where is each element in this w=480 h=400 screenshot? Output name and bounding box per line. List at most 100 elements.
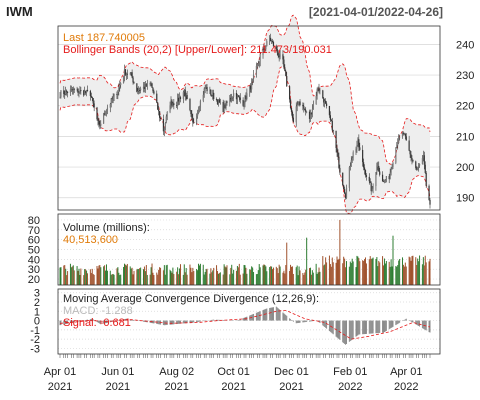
- candle-body: [258, 61, 260, 64]
- volume-bar: [270, 266, 272, 285]
- macd-histogram-bar: [362, 320, 364, 335]
- macd-histogram-bar: [395, 320, 397, 326]
- macd-histogram-bar: [184, 320, 186, 324]
- macd-histogram-bar: [344, 320, 346, 344]
- volume-bar: [222, 274, 224, 285]
- candle-body: [164, 123, 166, 128]
- macd-histogram-bar: [198, 320, 200, 322]
- price-tick-label: 200: [456, 162, 474, 174]
- volume-value: 40,513,600: [63, 234, 118, 246]
- macd-histogram-bar: [410, 320, 412, 322]
- candle-body: [348, 167, 350, 188]
- volume-bar: [238, 263, 240, 285]
- candle-body: [322, 90, 324, 99]
- macd-histogram-bar: [311, 320, 313, 322]
- volume-bar: [100, 267, 102, 285]
- volume-bar: [224, 266, 226, 285]
- volume-bar: [258, 264, 260, 285]
- macd-histogram-bar: [185, 320, 187, 324]
- volume-bar: [60, 267, 62, 285]
- macd-histogram-bar: [142, 320, 144, 322]
- macd-histogram-bar: [306, 320, 308, 322]
- candle-body: [291, 111, 294, 118]
- volume-bar: [78, 268, 80, 285]
- volume-bar: [422, 257, 424, 285]
- candle-body: [78, 92, 80, 94]
- volume-bar: [336, 256, 338, 285]
- price-tick-label: 220: [456, 101, 474, 113]
- signal-line: [59, 310, 431, 340]
- macd-histogram-bar: [90, 318, 92, 321]
- volume-bar: [272, 269, 274, 285]
- volume-bar: [346, 261, 348, 285]
- x-tick-label: 2021: [106, 381, 130, 393]
- macd-histogram-bar: [212, 319, 214, 321]
- macd-histogram-bar: [176, 320, 178, 325]
- macd-histogram-bar: [199, 320, 201, 322]
- volume-bar: [156, 272, 158, 285]
- price-tick-label: 190: [456, 193, 474, 205]
- macd-histogram-bar: [63, 320, 65, 325]
- macd-histogram-bar: [216, 319, 218, 321]
- candle-body: [349, 166, 351, 168]
- date-range: [2021-04-01/2022-04-26]: [309, 5, 443, 19]
- candle-body: [63, 90, 65, 95]
- volume-bar: [297, 275, 299, 285]
- volume-tick-label: 20: [28, 274, 40, 286]
- macd-histogram-bar: [388, 320, 390, 330]
- macd-histogram-bar: [342, 320, 344, 343]
- candle-body: [403, 133, 405, 135]
- candle-body: [64, 94, 66, 95]
- macd-histogram-bar: [412, 320, 414, 323]
- candle-body: [272, 41, 275, 47]
- candle-body: [266, 41, 268, 47]
- candle-body: [91, 97, 93, 99]
- candle-body: [117, 91, 119, 95]
- macd-histogram-bar: [112, 320, 114, 322]
- volume-bar: [87, 273, 89, 285]
- volume-bar: [164, 274, 166, 285]
- candle-body: [192, 117, 194, 123]
- volume-bar: [169, 269, 171, 285]
- macd-tick-label: -1: [30, 325, 40, 337]
- candle-body: [363, 167, 366, 171]
- volume-bar: [342, 263, 344, 285]
- candle-body: [389, 172, 391, 180]
- macd-histogram-bar: [296, 320, 298, 324]
- macd-histogram-bar: [383, 320, 385, 333]
- macd-histogram-bar: [277, 308, 279, 321]
- macd-histogram-bar: [391, 320, 393, 328]
- volume-bar: [172, 267, 174, 285]
- candle-body: [256, 64, 258, 66]
- candle-body: [196, 116, 198, 123]
- candle-body: [137, 90, 139, 92]
- volume-bar: [409, 257, 411, 285]
- volume-bar: [189, 264, 191, 285]
- macd-histogram-bar: [424, 320, 426, 330]
- macd-histogram-bar: [253, 313, 255, 321]
- candle-body: [217, 99, 220, 105]
- macd-histogram-bar: [319, 320, 321, 323]
- volume-bar: [310, 274, 312, 285]
- macd-histogram-bar: [398, 320, 400, 324]
- macd-histogram-bar: [172, 320, 174, 325]
- candle-body: [73, 89, 75, 90]
- volume-bar: [145, 265, 147, 285]
- macd-histogram-bar: [375, 320, 377, 334]
- candle-body: [210, 89, 212, 96]
- volume-bar: [226, 265, 228, 285]
- candle-body: [153, 91, 155, 94]
- macd-histogram-bar: [76, 320, 78, 322]
- volume-bar: [331, 257, 333, 285]
- x-tick-label: Apr 01: [44, 366, 76, 378]
- volume-bar: [266, 271, 268, 285]
- candle-body: [213, 92, 215, 100]
- candle-body: [372, 186, 374, 189]
- macd-histogram-bar: [349, 320, 351, 342]
- candle-body: [399, 136, 401, 138]
- macd-histogram-bar: [182, 320, 184, 324]
- macd-histogram-bar: [423, 320, 425, 330]
- macd-histogram-bar: [259, 311, 261, 321]
- volume-bar: [157, 274, 159, 285]
- volume-bar: [71, 266, 73, 285]
